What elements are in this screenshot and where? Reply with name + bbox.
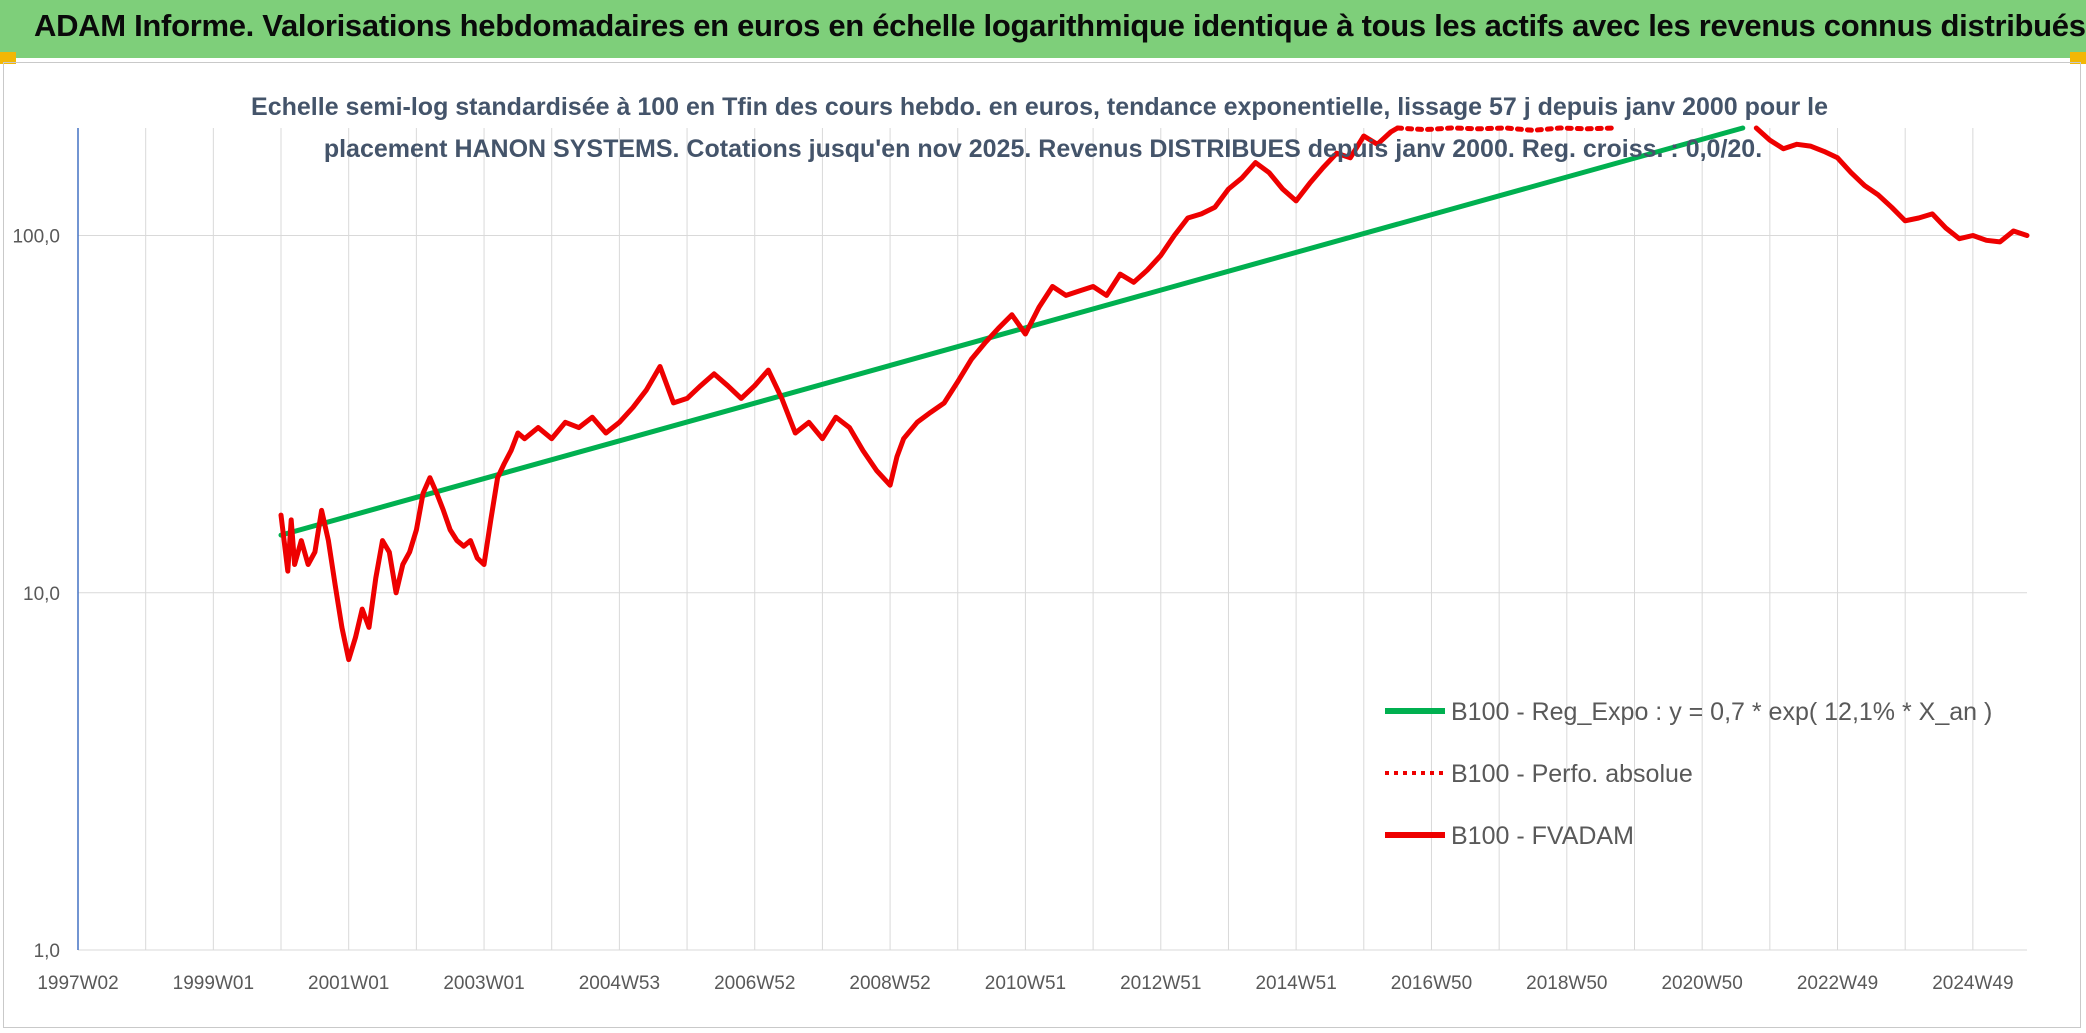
corner-marker-right xyxy=(2070,52,2086,64)
x-tick-label: 2022W49 xyxy=(1797,973,1878,994)
header-banner: ADAM Informe. Valorisations hebdomadaire… xyxy=(0,0,2086,58)
series-line-2 xyxy=(278,125,1401,663)
x-tick-label: 2001W01 xyxy=(308,973,389,994)
x-tick-label: 2010W51 xyxy=(985,973,1066,994)
legend-label: B100 - Perfo. absolue xyxy=(1451,760,1693,788)
x-tick-label: 2008W52 xyxy=(849,973,930,994)
x-tick-label: 2004W53 xyxy=(579,973,660,994)
corner-marker-left xyxy=(0,52,16,64)
legend: B100 - Reg_Expo : y = 0,7 * exp( 12,1% *… xyxy=(1385,698,1992,850)
x-tick-label: 2024W49 xyxy=(1932,973,2013,994)
series-line-1 xyxy=(1395,125,1617,133)
grid xyxy=(77,128,2027,951)
series-line-3 xyxy=(1753,125,2030,245)
y-tick-label: 1,0 xyxy=(34,941,60,962)
x-tick-label: 2003W01 xyxy=(443,973,524,994)
x-tick-label: 2018W50 xyxy=(1526,973,1607,994)
y-tick-label: 10,0 xyxy=(23,584,60,605)
legend-label: B100 - FVADAM xyxy=(1451,822,1634,850)
y-tick-label: 100,0 xyxy=(12,227,60,248)
chart-subtitle-line-1: Echelle semi-log standardisée à 100 en T… xyxy=(251,93,1828,121)
series-line-0 xyxy=(278,125,1746,538)
x-tick-label: 2012W51 xyxy=(1120,973,1201,994)
chart-subtitle-line-2: placement HANON SYSTEMS. Cotations jusqu… xyxy=(324,135,1762,163)
x-tick-label: 1997W02 xyxy=(37,973,118,994)
legend-label: B100 - Reg_Expo : y = 0,7 * exp( 12,1% *… xyxy=(1451,698,1992,726)
chart-frame xyxy=(3,62,2081,1028)
series-layer xyxy=(278,125,2030,663)
chart-subtitle: Echelle semi-log standardisée à 100 en T… xyxy=(251,93,1835,163)
x-tick-label: 2014W51 xyxy=(1255,973,1336,994)
page-title: ADAM Informe. Valorisations hebdomadaire… xyxy=(34,8,2086,43)
x-tick-label: 2006W52 xyxy=(714,973,795,994)
axes: 1,0 10,0 100,0 1997W02 1999W01 2001W01 2003W01… xyxy=(12,128,2014,994)
x-tick-label: 2016W50 xyxy=(1391,973,1472,994)
x-tick-label: 1999W01 xyxy=(173,973,254,994)
x-tick-label: 2020W50 xyxy=(1661,973,1742,994)
